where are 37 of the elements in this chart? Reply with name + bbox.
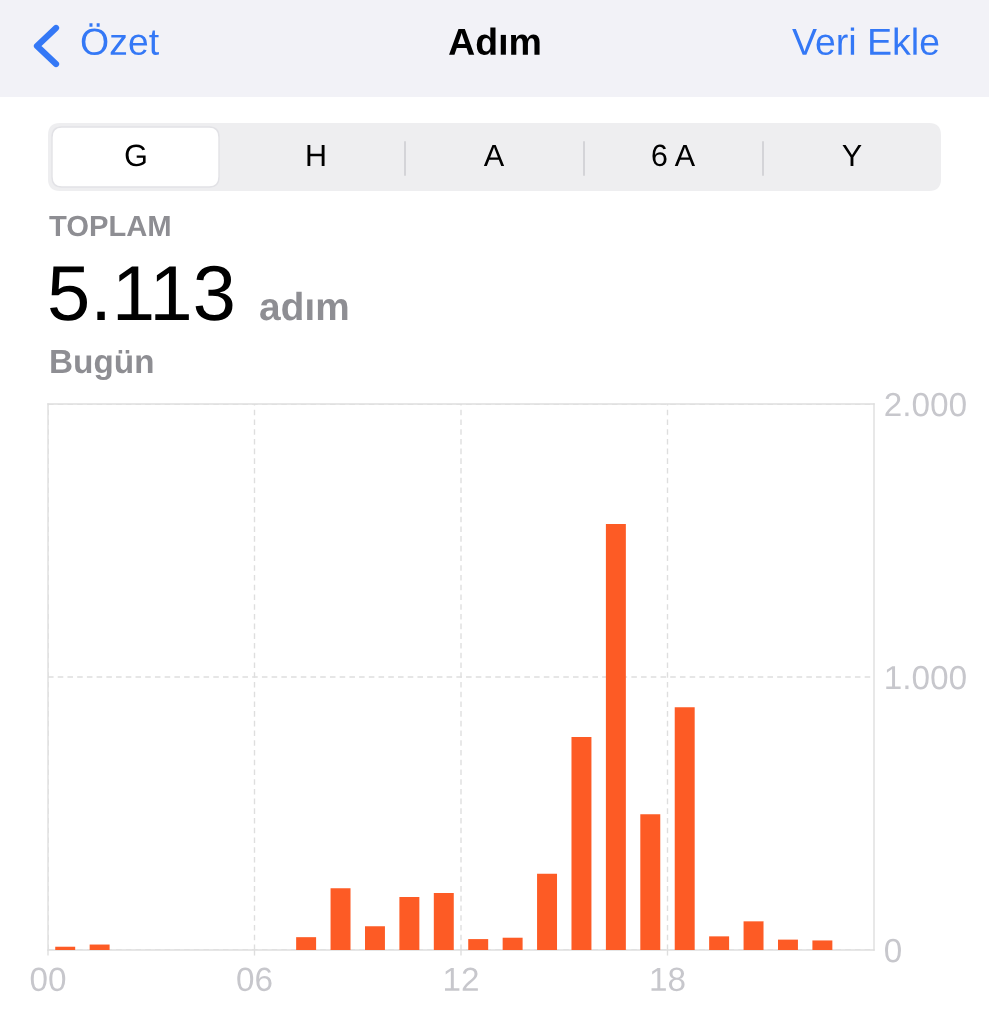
text: Özet [81,23,159,56]
bar [709,936,730,950]
bar [812,940,833,950]
bar [502,937,523,950]
bar [605,524,626,950]
text: 5.113 [50,265,233,321]
bar [777,939,798,950]
bar [743,921,764,950]
bar [399,897,420,950]
x-tick-label: 12 [445,967,478,991]
bar [537,873,558,950]
text: G [125,144,146,167]
text: Bugün [51,349,153,381]
chart-title: Adım [449,27,540,56]
y-tick-label: 1.000 [886,665,966,690]
text: H [307,144,325,166]
bar [433,892,454,950]
y-tick-label: 2.000 [885,392,966,417]
text: A [483,144,505,166]
bar [89,944,110,950]
text: 6 A [652,144,696,167]
bar [468,939,489,950]
text: Y [842,144,862,166]
text: TOPLAM [49,215,170,237]
bar [330,888,351,950]
bar [640,814,661,950]
text: Veri Ekle [792,27,939,56]
text: adım [260,291,348,321]
bar [674,707,695,950]
x-tick-label: 06 [237,967,272,992]
x-tick-label: 18 [651,967,685,992]
x-tick-label: 00 [30,967,66,992]
bar [296,937,317,950]
bar [364,926,385,950]
y-tick-label: 0 [885,938,901,963]
bar [55,946,76,950]
bar [571,737,592,950]
